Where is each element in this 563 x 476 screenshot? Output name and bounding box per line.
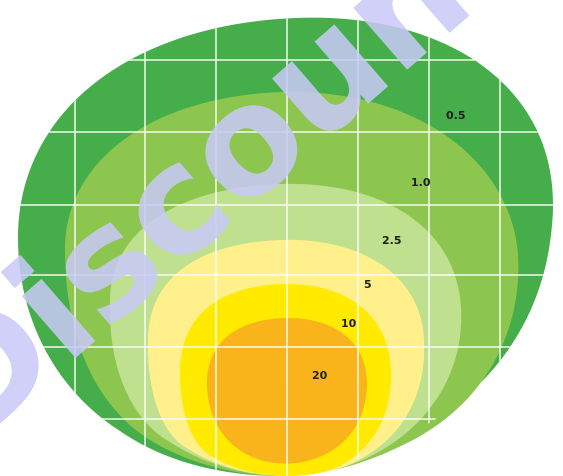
zone-label-0-5: 0.5 [446, 109, 466, 122]
zone-label-2-5: 2.5 [382, 234, 402, 247]
zone-label-20: 20 [312, 369, 328, 382]
zone-label-1-0: 1.0 [411, 176, 431, 189]
zone-label-10: 10 [341, 317, 357, 330]
zone-label-5: 5 [364, 278, 372, 291]
